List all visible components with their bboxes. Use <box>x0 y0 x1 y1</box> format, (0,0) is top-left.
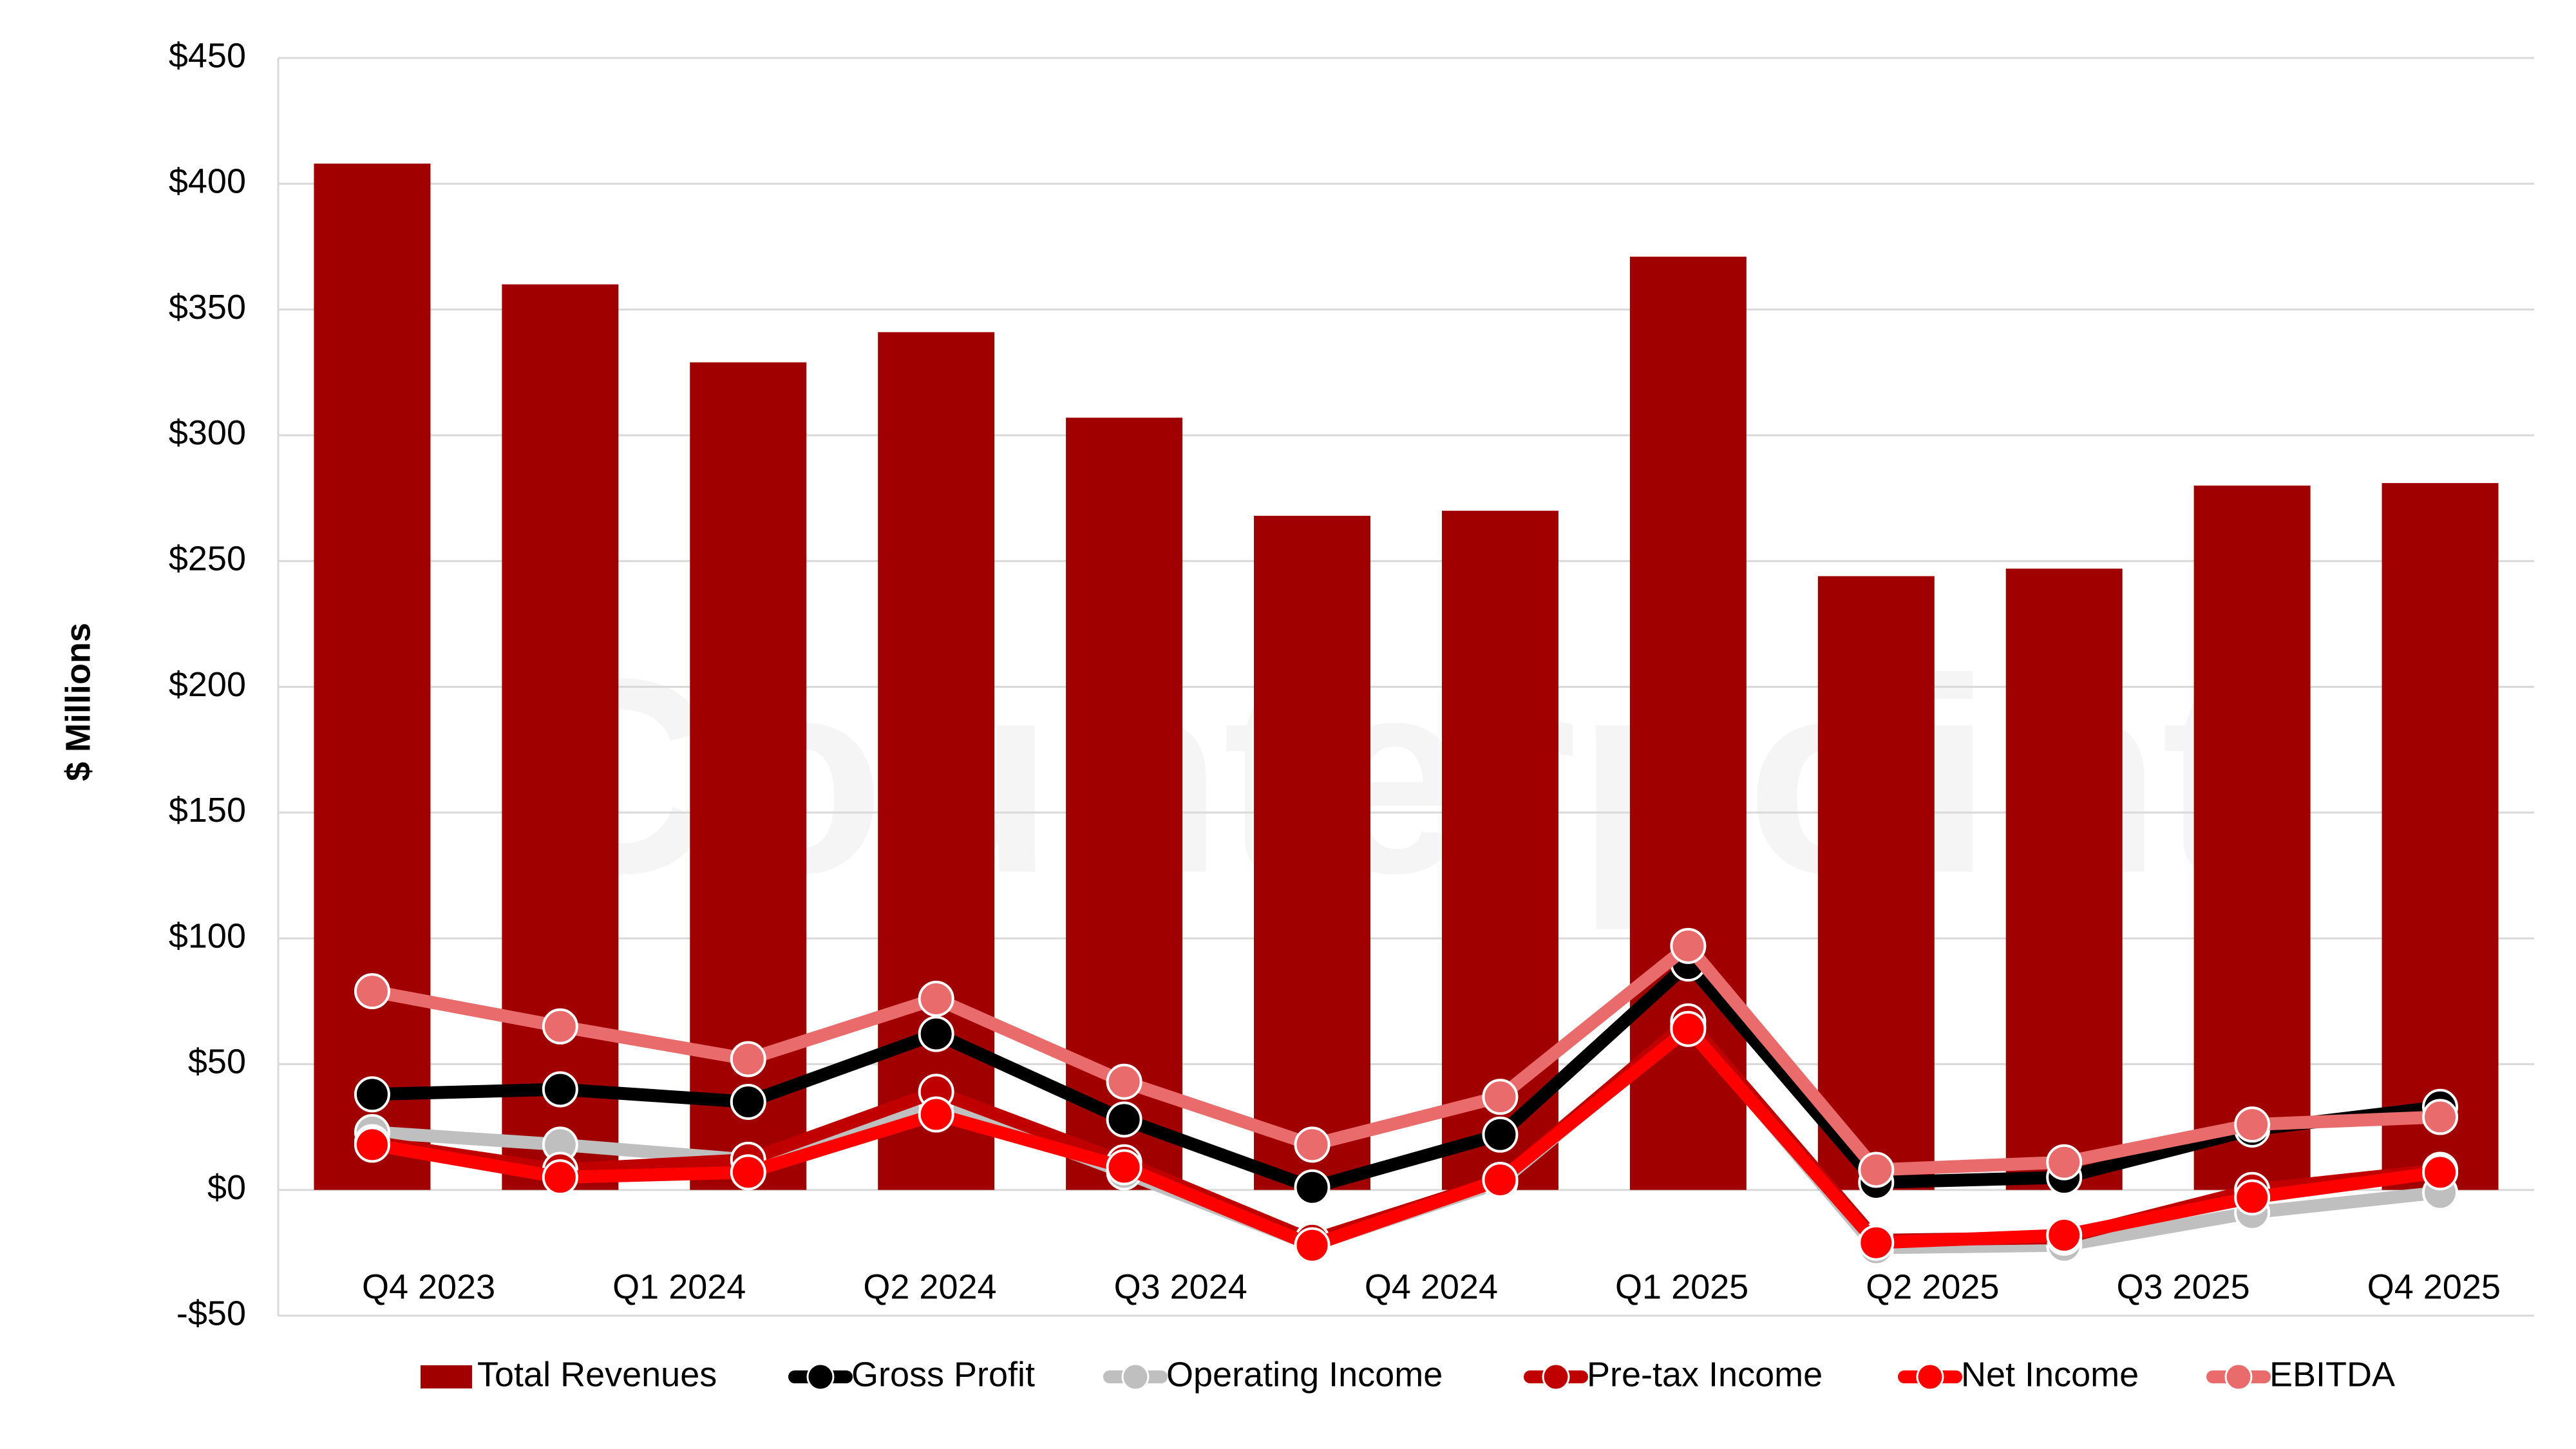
x-tick-label: Q1 2024 <box>612 1267 746 1306</box>
x-tick-label: Q1 2025 <box>1615 1267 1748 1306</box>
bar <box>878 332 995 1190</box>
y-tick-label: $300 <box>169 413 246 452</box>
bar <box>1441 511 1558 1190</box>
point <box>918 980 954 1017</box>
y-axis-title: $ Millions <box>59 623 97 781</box>
point <box>2046 1217 2083 1254</box>
legend-label: Total Revenues <box>477 1355 717 1394</box>
y-tick-label: $350 <box>169 288 246 327</box>
y-tick-label: $100 <box>169 916 246 955</box>
point <box>1106 1063 1142 1100</box>
legend-label: Operating Income <box>1166 1355 1443 1394</box>
y-tick-label: $150 <box>169 791 246 829</box>
x-tick-label: Q3 2025 <box>2117 1267 2250 1306</box>
legend-label: Net Income <box>1961 1355 2139 1394</box>
bar <box>2382 483 2499 1190</box>
x-tick-label: Q3 2024 <box>1114 1267 1247 1306</box>
bar <box>1817 576 1935 1190</box>
y-tick-label: $200 <box>169 665 246 704</box>
point <box>1482 1162 1519 1198</box>
legend-label: Pre-tax Income <box>1587 1355 1823 1394</box>
series-line <box>371 1022 2441 1252</box>
y-tick-label: $0 <box>207 1168 246 1207</box>
point <box>2234 1179 2271 1216</box>
point <box>1858 1224 1895 1261</box>
legend-label: Gross Profit <box>851 1355 1035 1394</box>
point <box>730 1041 766 1077</box>
x-tick-label: Q2 2025 <box>1866 1267 1999 1306</box>
y-tick-label: $450 <box>169 36 246 75</box>
point <box>542 1008 578 1045</box>
point <box>542 1159 578 1196</box>
legend-marker <box>1542 1363 1570 1391</box>
point <box>1482 1079 1519 1115</box>
y-tick-label: $250 <box>169 539 246 578</box>
legend-swatch <box>421 1365 472 1388</box>
point <box>1106 1149 1142 1186</box>
point <box>2422 1154 2459 1191</box>
x-tick-label: Q2 2024 <box>863 1267 996 1306</box>
point <box>542 1071 578 1108</box>
x-tick-label: Q4 2023 <box>362 1267 495 1306</box>
point <box>1294 1126 1331 1163</box>
legend-marker <box>806 1363 835 1391</box>
point <box>918 1096 954 1133</box>
point <box>1482 1116 1519 1153</box>
bar <box>502 284 619 1190</box>
bar <box>314 164 431 1190</box>
point <box>730 1154 766 1191</box>
legend-marker <box>1121 1363 1150 1391</box>
bar <box>2193 486 2311 1190</box>
bar <box>2005 568 2123 1190</box>
point <box>1670 927 1707 964</box>
point <box>354 1076 390 1113</box>
y-tick-label: -$50 <box>176 1294 246 1332</box>
legend-marker <box>2224 1363 2253 1391</box>
y-tick-label: $400 <box>169 162 246 201</box>
point <box>354 1126 390 1163</box>
bar <box>1254 515 1371 1190</box>
y-tick-label: $50 <box>188 1043 246 1081</box>
point <box>730 1083 766 1120</box>
x-tick-label: Q4 2024 <box>1365 1267 1498 1306</box>
series-line <box>372 957 2441 1194</box>
point <box>2422 1099 2459 1135</box>
series-line <box>371 939 2441 1177</box>
point <box>2234 1106 2271 1143</box>
point <box>354 973 390 1010</box>
legend-marker <box>1916 1363 1944 1391</box>
x-tick-label: Q4 2025 <box>2367 1267 2501 1306</box>
point <box>1294 1227 1331 1264</box>
point <box>1858 1151 1895 1188</box>
point <box>1670 1010 1707 1047</box>
legend-label: EBITDA <box>2269 1355 2395 1394</box>
point <box>1294 1169 1331 1206</box>
point <box>918 1016 954 1052</box>
point <box>2046 1144 2083 1180</box>
point <box>1106 1101 1142 1138</box>
